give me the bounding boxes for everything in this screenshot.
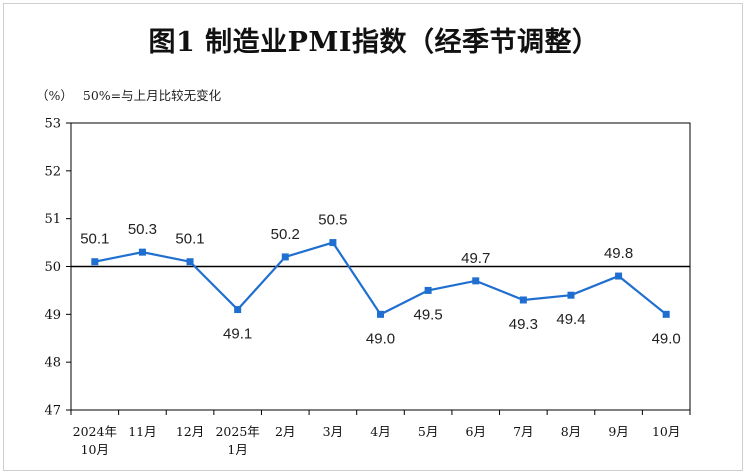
reference-note: 50%=与上月比较无变化 (82, 88, 222, 103)
chart-note: （%） 50%=与上月比较无变化 (36, 85, 221, 104)
data-point-marker (567, 291, 575, 299)
x-tick-label: 11月 (128, 424, 156, 439)
y-tick-label: 50 (44, 260, 61, 275)
data-label: 49.0 (652, 330, 681, 347)
data-label: 49.7 (461, 250, 490, 267)
data-point-marker (186, 258, 194, 266)
data-point-marker (519, 296, 527, 304)
data-point-marker (91, 258, 99, 266)
x-tick-label: 4月 (370, 424, 390, 439)
data-label: 49.5 (414, 306, 443, 323)
x-tick-label: 10月 (81, 442, 109, 457)
data-label: 49.0 (366, 330, 395, 347)
y-tick-label: 51 (44, 212, 61, 227)
x-tick-label: 3月 (323, 424, 343, 439)
x-tick-label: 8月 (561, 424, 581, 439)
chart-frame (3, 3, 743, 471)
y-axis-unit: （%） (36, 88, 73, 103)
data-label: 50.1 (80, 231, 109, 248)
data-label: 49.4 (556, 311, 585, 328)
x-tick-label: 2月 (275, 424, 295, 439)
data-point-marker (472, 277, 480, 285)
x-tick-label: 2024年 (73, 424, 117, 439)
x-tick-label: 2025年 (215, 424, 259, 439)
data-point-marker (281, 253, 289, 261)
data-point-marker (615, 272, 623, 280)
data-point-marker (234, 306, 242, 314)
data-label: 50.2 (271, 226, 300, 243)
x-tick-label: 7月 (513, 424, 533, 439)
data-label: 50.3 (128, 221, 157, 238)
data-label: 49.8 (604, 245, 633, 262)
x-tick-label: 9月 (608, 424, 628, 439)
x-tick-label: 6月 (466, 424, 486, 439)
y-tick-label: 49 (44, 308, 61, 323)
data-point-marker (424, 286, 432, 294)
chart-title: 图1 制造业PMI指数（经季节调整） (148, 27, 600, 58)
data-point-marker (329, 239, 337, 247)
y-tick-label: 48 (44, 356, 61, 371)
y-tick-label: 52 (44, 164, 61, 179)
y-tick-label: 53 (44, 117, 61, 132)
data-point-marker (138, 248, 146, 256)
x-tick-label: 1月 (227, 442, 247, 457)
data-label: 50.5 (318, 212, 347, 229)
data-point-marker (662, 310, 670, 318)
data-point-marker (377, 310, 384, 318)
x-tick-label: 5月 (418, 424, 438, 439)
pmi-series-line (94, 241, 667, 316)
data-label: 49.3 (509, 316, 538, 333)
data-label: 50.1 (175, 231, 204, 248)
x-tick-label: 10月 (652, 424, 680, 439)
data-label: 49.1 (223, 326, 252, 343)
x-tick-label: 12月 (176, 424, 204, 439)
y-tick-label: 47 (44, 404, 61, 419)
